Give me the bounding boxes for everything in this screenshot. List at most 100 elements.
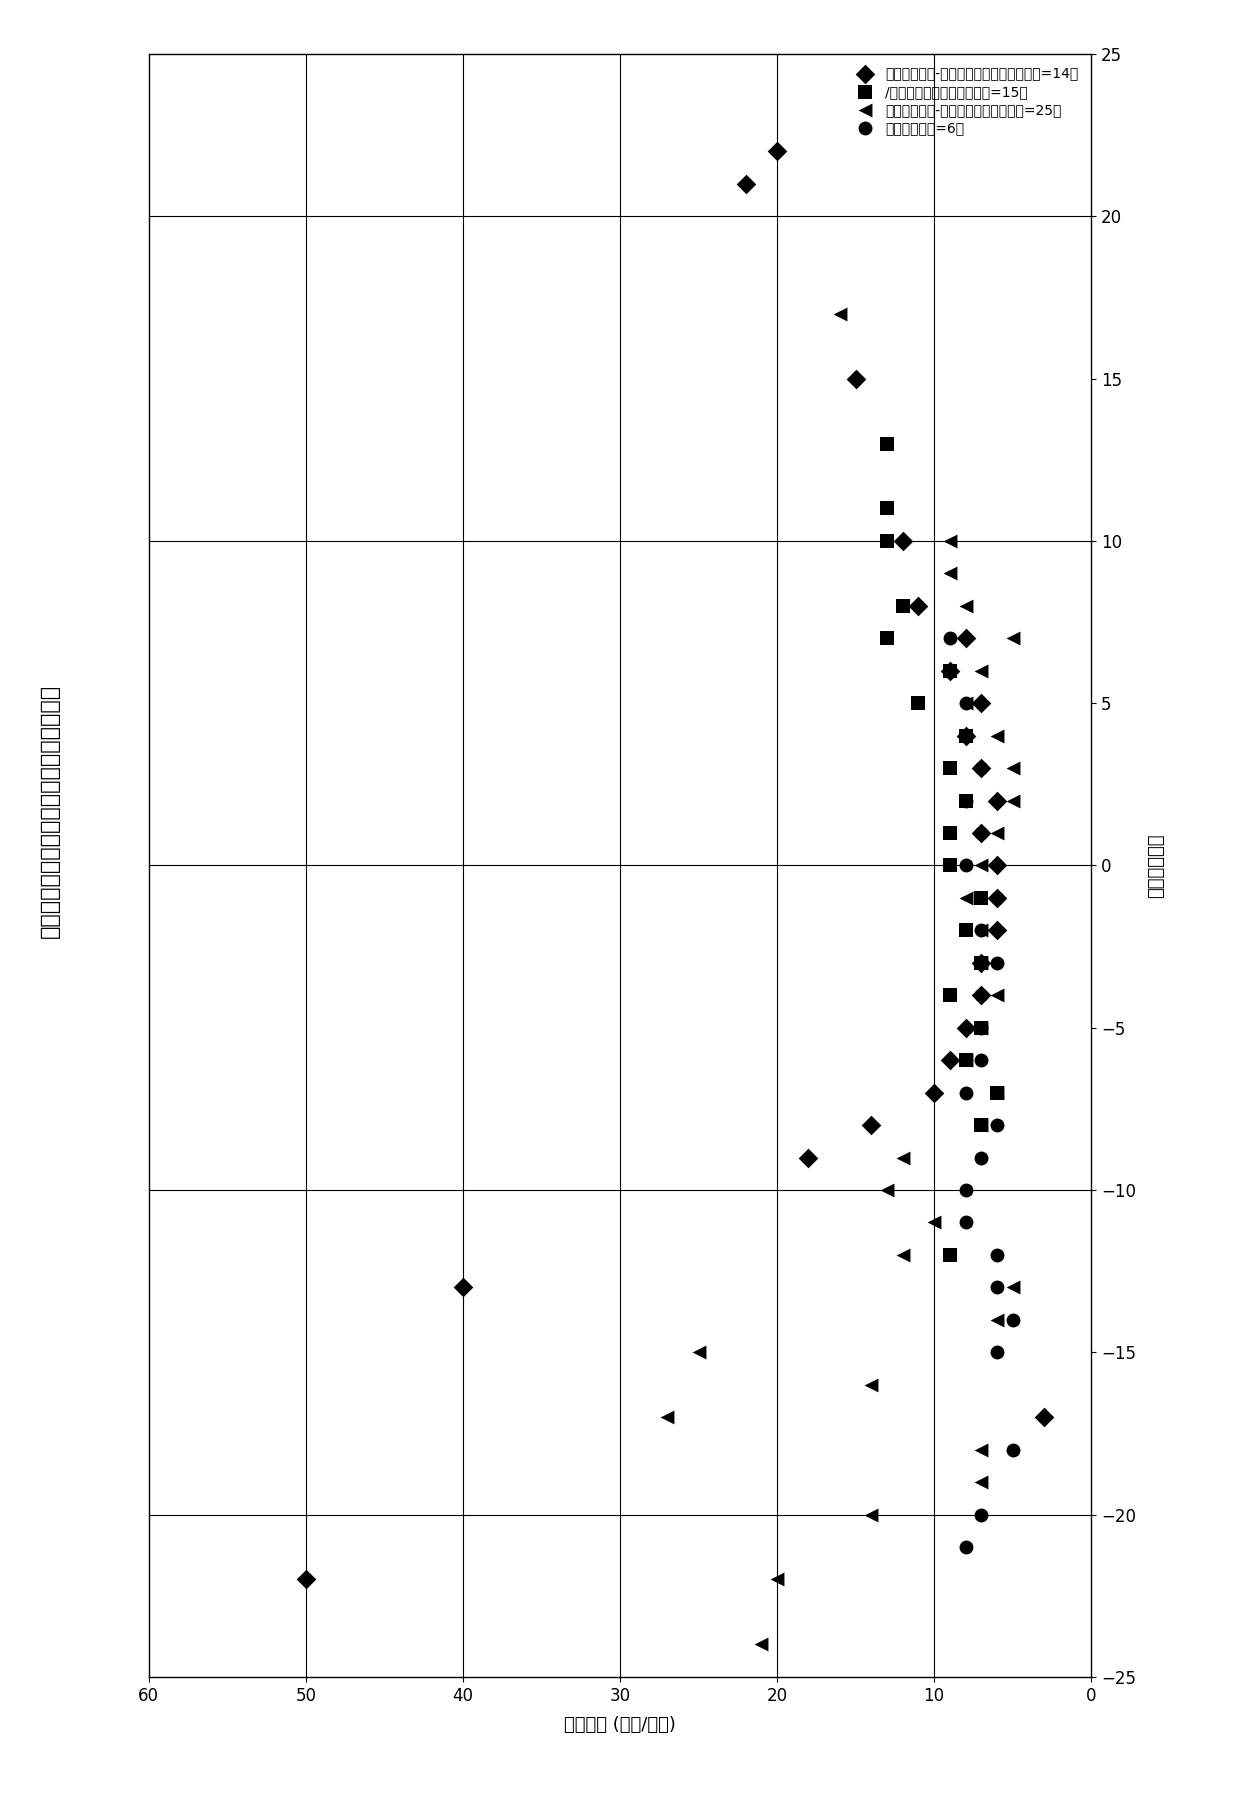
- 药物不良反应-药物过敏综合症（个数=25）: [971, 916, 991, 945]
- 药物不良反应-药物过敏综合症（个数=25）: [971, 851, 991, 880]
- /毒性表皮坏死溶解症（个数=15）: [877, 526, 897, 555]
- 药物不良反应-药物过敏综合症（个数=25）: [940, 559, 960, 588]
- 对照组（个数=6）: [1003, 1305, 1023, 1334]
- /毒性表皮坏死溶解症（个数=15）: [971, 883, 991, 912]
- 药物不良反应-药物过敏综合症（个数=25）: [940, 526, 960, 555]
- /毒性表皮坏死溶解症（个数=15）: [909, 689, 929, 718]
- 对照组（个数=6）: [987, 1240, 1007, 1269]
- 药物不良反应-药物过敏综合症（个数=25）: [956, 1046, 976, 1075]
- /毒性表皮坏死溶解症（个数=15）: [940, 754, 960, 783]
- 药物不良反应-药物过敏综合症（个数=25）: [987, 981, 1007, 1010]
- 药物不良反应-药物过敏综合症（个数=25）: [971, 1468, 991, 1496]
- 对照组（个数=6）: [987, 1273, 1007, 1302]
- 药物不良反应-皮疹文生强生症候群（个数=14）: [940, 1046, 960, 1075]
- 药物不良反应-药物过敏综合症（个数=25）: [924, 1208, 944, 1237]
- /毒性表皮坏死溶解症（个数=15）: [956, 1046, 976, 1075]
- 药物不良反应-皮疹文生强生症候群（个数=14）: [971, 819, 991, 847]
- 药物不良反应-皮疹文生强生症候群（个数=14）: [735, 169, 755, 198]
- 药物不良反应-药物过敏综合症（个数=25）: [971, 1435, 991, 1464]
- 药物不良反应-皮疹文生强生症候群（个数=14）: [987, 786, 1007, 815]
- 药物不良反应-皮疹文生强生症候群（个数=14）: [924, 1078, 944, 1107]
- 对照组（个数=6）: [956, 721, 976, 750]
- 对照组（个数=6）: [956, 1078, 976, 1107]
- Legend: 药物不良反应-皮疹文生强生症候群（个数=14）, /毒性表皮坏死溶解症（个数=15）, 药物不良反应-药物过敏综合症（个数=25）, 对照组（个数=6）: 药物不良反应-皮疹文生强生症候群（个数=14）, /毒性表皮坏死溶解症（个数=1…: [846, 61, 1084, 141]
- 药物不良反应-皮疹文生强生症候群（个数=14）: [846, 364, 866, 393]
- 对照组（个数=6）: [971, 981, 991, 1010]
- 药物不良反应-药物过敏综合症（个数=25）: [971, 1013, 991, 1042]
- /毒性表皮坏死溶解症（个数=15）: [877, 624, 897, 653]
- 药物不良反应-药物过敏综合症（个数=25）: [971, 948, 991, 977]
- 药物不良反应-药物过敏综合症（个数=25）: [877, 1176, 897, 1204]
- /毒性表皮坏死溶解症（个数=15）: [971, 1013, 991, 1042]
- 对照组（个数=6）: [956, 1176, 976, 1204]
- 药物不良反应-皮疹文生强生症候群（个数=14）: [909, 591, 929, 620]
- Text: 药物不良反应比对耐受性之苯妥英血浆浓度: 药物不良反应比对耐受性之苯妥英血浆浓度: [40, 685, 60, 938]
- 对照组（个数=6）: [971, 1143, 991, 1172]
- 对照组（个数=6）: [956, 1208, 976, 1237]
- 对照组（个数=6）: [971, 1046, 991, 1075]
- /毒性表皮坏死溶解症（个数=15）: [956, 786, 976, 815]
- /毒性表皮坏死溶解症（个数=15）: [940, 981, 960, 1010]
- 药物不良反应-皮疹文生强生症候群（个数=14）: [987, 916, 1007, 945]
- 药物不良反应-皮疹文生强生症候群（个数=14）: [971, 689, 991, 718]
- 对照组（个数=6）: [956, 1533, 976, 1561]
- 药物不良反应-药物过敏综合症（个数=25）: [751, 1630, 771, 1659]
- 药物不良反应-药物过敏综合症（个数=25）: [987, 1305, 1007, 1334]
- 药物不良反应-药物过敏综合症（个数=25）: [657, 1403, 677, 1432]
- 药物不良反应-皮疹文生强生症候群（个数=14）: [971, 754, 991, 783]
- 药物不良反应-药物过敏综合症（个数=25）: [1003, 624, 1023, 653]
- 对照组（个数=6）: [1003, 1435, 1023, 1464]
- 药物不良反应-皮疹文生强生症候群（个数=14）: [296, 1565, 316, 1594]
- /毒性表皮坏死溶解症（个数=15）: [940, 851, 960, 880]
- 药物不良反应-皮疹文生强生症候群（个数=14）: [893, 526, 913, 555]
- 药物不良反应-药物过敏综合症（个数=25）: [862, 1500, 882, 1529]
- /毒性表皮坏死溶解症（个数=15）: [877, 494, 897, 523]
- 药物不良反应-皮疹文生强生症候群（个数=14）: [453, 1273, 472, 1302]
- 药物不良反应-药物过敏综合症（个数=25）: [768, 1565, 787, 1594]
- 对照组（个数=6）: [987, 1338, 1007, 1367]
- 对照组（个数=6）: [971, 916, 991, 945]
- 药物不良反应-药物过敏综合症（个数=25）: [971, 1111, 991, 1139]
- 药物不良反应-药物过敏综合症（个数=25）: [862, 1370, 882, 1399]
- 药物不良反应-皮疹文生强生症候群（个数=14）: [971, 981, 991, 1010]
- /毒性表皮坏死溶解症（个数=15）: [940, 656, 960, 685]
- /毒性表皮坏死溶解症（个数=15）: [987, 1078, 1007, 1107]
- 药物不良反应-药物过敏综合症（个数=25）: [956, 883, 976, 912]
- 药物不良反应-药物过敏综合症（个数=25）: [830, 299, 849, 328]
- 药物不良反应-药物过敏综合症（个数=25）: [1003, 754, 1023, 783]
- 药物不良反应-药物过敏综合症（个数=25）: [987, 721, 1007, 750]
- 对照组（个数=6）: [971, 754, 991, 783]
- /毒性表皮坏死溶解症（个数=15）: [877, 429, 897, 458]
- /毒性表皮坏死溶解症（个数=15）: [893, 591, 913, 620]
- 药物不良反应-药物过敏综合症（个数=25）: [688, 1338, 708, 1367]
- 药物不良反应-皮疹文生强生症候群（个数=14）: [768, 137, 787, 166]
- /毒性表皮坏死溶解症（个数=15）: [971, 1111, 991, 1139]
- 药物不良反应-皮疹文生强生症候群（个数=14）: [971, 948, 991, 977]
- 药物不良反应-药物过敏综合症（个数=25）: [971, 656, 991, 685]
- X-axis label: 苯妥英率 (毫克/毫升): 苯妥英率 (毫克/毫升): [564, 1716, 676, 1734]
- 药物不良反应-皮疹文生强生症候群（个数=14）: [799, 1143, 818, 1172]
- 对照组（个数=6）: [971, 1013, 991, 1042]
- 药物不良反应-药物过敏综合症（个数=25）: [1003, 1273, 1023, 1302]
- 对照组（个数=6）: [987, 883, 1007, 912]
- 药物不良反应-皮疹文生强生症候群（个数=14）: [956, 1013, 976, 1042]
- 药物不良反应-药物过敏综合症（个数=25）: [893, 1143, 913, 1172]
- 对照组（个数=6）: [956, 689, 976, 718]
- 药物不良反应-药物过敏综合症（个数=25）: [1003, 786, 1023, 815]
- 药物不良反应-药物过敏综合症（个数=25）: [956, 689, 976, 718]
- 对照组（个数=6）: [987, 1111, 1007, 1139]
- /毒性表皮坏死溶解症（个数=15）: [956, 916, 976, 945]
- 药物不良反应-药物过敏综合症（个数=25）: [987, 819, 1007, 847]
- 药物不良反应-皮疹文生强生症候群（个数=14）: [987, 851, 1007, 880]
- 药物不良反应-药物过敏综合症（个数=25）: [893, 1240, 913, 1269]
- /毒性表皮坏死溶解症（个数=15）: [956, 721, 976, 750]
- 药物不良反应-皮疹文生强生症候群（个数=14）: [940, 656, 960, 685]
- 药物不良反应-皮疹文生强生症候群（个数=14）: [1034, 1403, 1054, 1432]
- 对照组（个数=6）: [971, 1500, 991, 1529]
- 药物不良反应-皮疹文生强生症候群（个数=14）: [862, 1111, 882, 1139]
- Y-axis label: 时间（天数）: 时间（天数）: [1147, 833, 1166, 898]
- /毒性表皮坏死溶解症（个数=15）: [940, 1240, 960, 1269]
- 对照组（个数=6）: [987, 948, 1007, 977]
- 对照组（个数=6）: [956, 851, 976, 880]
- 对照组（个数=6）: [940, 656, 960, 685]
